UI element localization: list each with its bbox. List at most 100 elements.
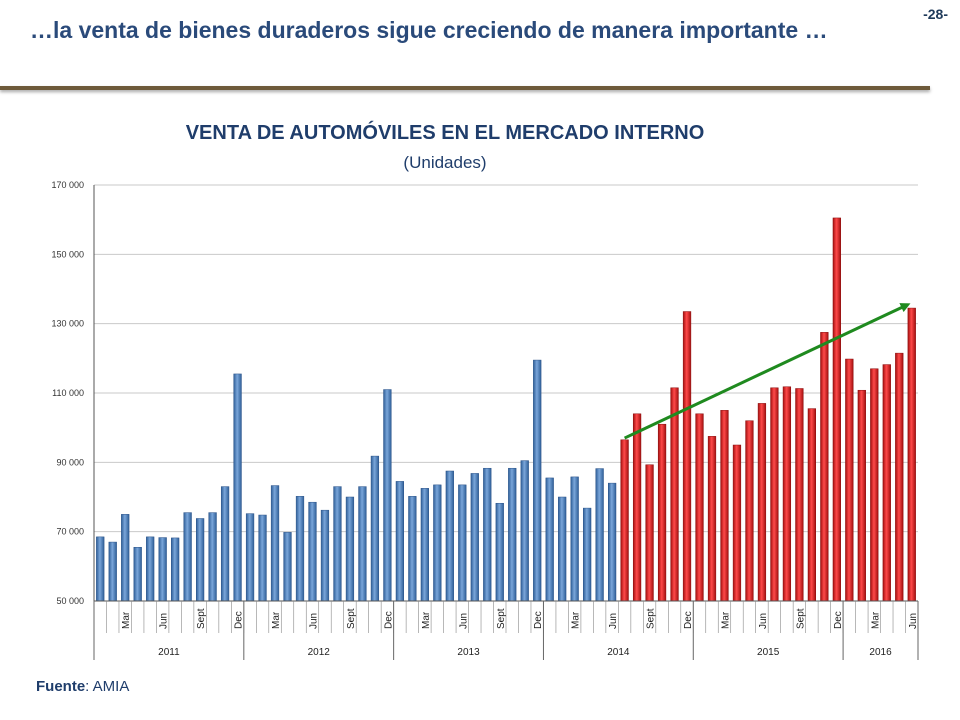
bar <box>283 532 292 602</box>
title-divider <box>0 86 930 90</box>
bar-highlight <box>645 464 654 602</box>
bar <box>558 496 567 602</box>
bar <box>608 482 617 602</box>
bar <box>333 486 342 602</box>
bar-highlight <box>857 389 866 602</box>
bar <box>433 484 442 602</box>
bar <box>545 477 554 602</box>
month-label: Dec <box>533 611 544 629</box>
bar <box>320 509 330 602</box>
source-label: Fuente <box>36 678 86 695</box>
month-label: Jun <box>608 613 619 629</box>
bar <box>245 513 255 602</box>
bar-highlight <box>895 352 904 602</box>
bar <box>295 496 305 602</box>
bar-highlight <box>670 387 679 602</box>
year-label: 2012 <box>308 647 331 658</box>
bar-highlight <box>682 311 692 602</box>
y-tick-label: 170 000 <box>51 180 84 190</box>
y-tick-label: 50 000 <box>56 596 84 606</box>
bar <box>233 373 242 602</box>
bar <box>146 536 155 602</box>
month-label: Sept <box>795 608 806 629</box>
month-label: Dec <box>683 611 694 629</box>
bar-highlight <box>757 403 767 602</box>
y-tick-label: 90 000 <box>56 457 84 467</box>
bar-highlight <box>745 420 754 602</box>
bar <box>208 512 217 602</box>
bars <box>96 217 916 602</box>
month-label: Dec <box>383 611 394 629</box>
bar <box>358 486 367 602</box>
month-label: Dec <box>234 611 245 629</box>
bar <box>495 502 504 602</box>
bar <box>508 467 517 602</box>
bar <box>445 470 454 602</box>
bar-highlight <box>732 444 742 602</box>
bar <box>533 359 542 602</box>
gridlines <box>94 184 918 602</box>
bar-highlight <box>795 388 804 602</box>
year-label: 2013 <box>457 647 480 658</box>
month-label: Sept <box>196 608 207 629</box>
page-number: -28- <box>923 6 948 22</box>
bar <box>258 514 267 602</box>
bar <box>420 488 429 602</box>
bar-highlight <box>695 413 704 602</box>
month-label: Sept <box>496 608 507 629</box>
month-label: Jun <box>159 613 170 629</box>
bar <box>108 541 117 602</box>
bar-highlight <box>845 358 854 602</box>
month-label: Jun <box>758 613 769 629</box>
bar <box>520 460 529 602</box>
bar <box>270 485 280 602</box>
bar <box>395 481 404 602</box>
bar-highlight <box>882 364 891 602</box>
year-label: 2011 <box>158 647 180 658</box>
bar-highlight <box>782 386 792 602</box>
bar <box>171 537 180 602</box>
y-tick-label: 70 000 <box>56 527 84 537</box>
bar <box>220 486 230 602</box>
bar <box>570 476 579 602</box>
bar-highlight <box>770 387 779 602</box>
chart-subtitle: (Unidades) <box>403 153 487 172</box>
bar-highlight <box>720 410 729 602</box>
bar <box>345 496 355 602</box>
bar-highlight <box>632 413 642 602</box>
year-label: 2015 <box>757 647 780 658</box>
y-tick-label: 110 000 <box>52 388 84 398</box>
month-label: Dec <box>833 611 844 629</box>
bar <box>408 496 417 602</box>
bar <box>96 536 105 602</box>
chart-title: VENTA DE AUTOMÓVILES EN EL MERCADO INTER… <box>185 122 705 144</box>
slide-title: …la venta de bienes duraderos sigue crec… <box>30 17 828 43</box>
month-label: Mar <box>571 611 582 629</box>
bar <box>470 473 479 602</box>
month-label: Jun <box>908 613 919 629</box>
month-label: Mar <box>421 611 432 629</box>
source-value: : AMIA <box>85 678 130 695</box>
bar <box>583 507 592 602</box>
month-label: Mar <box>121 611 132 629</box>
year-label: 2016 <box>869 647 892 658</box>
bar-highlight <box>657 423 667 602</box>
bar <box>308 501 317 602</box>
bar <box>370 455 380 602</box>
bar <box>595 468 604 602</box>
bar-highlight <box>907 307 916 602</box>
bar <box>183 512 192 602</box>
month-label: Sept <box>646 608 657 629</box>
trend-arrow-line <box>623 303 911 440</box>
bar-highlight <box>807 408 816 602</box>
bar-highlight <box>870 368 879 602</box>
month-label: Jun <box>458 613 469 629</box>
bar <box>196 518 205 602</box>
bar <box>383 389 392 602</box>
month-label: Mar <box>870 611 881 629</box>
month-label: Jun <box>308 613 319 629</box>
month-label: Sept <box>346 608 357 629</box>
trend-arrow <box>623 303 911 440</box>
year-label: 2014 <box>607 647 630 658</box>
bar <box>483 467 492 602</box>
